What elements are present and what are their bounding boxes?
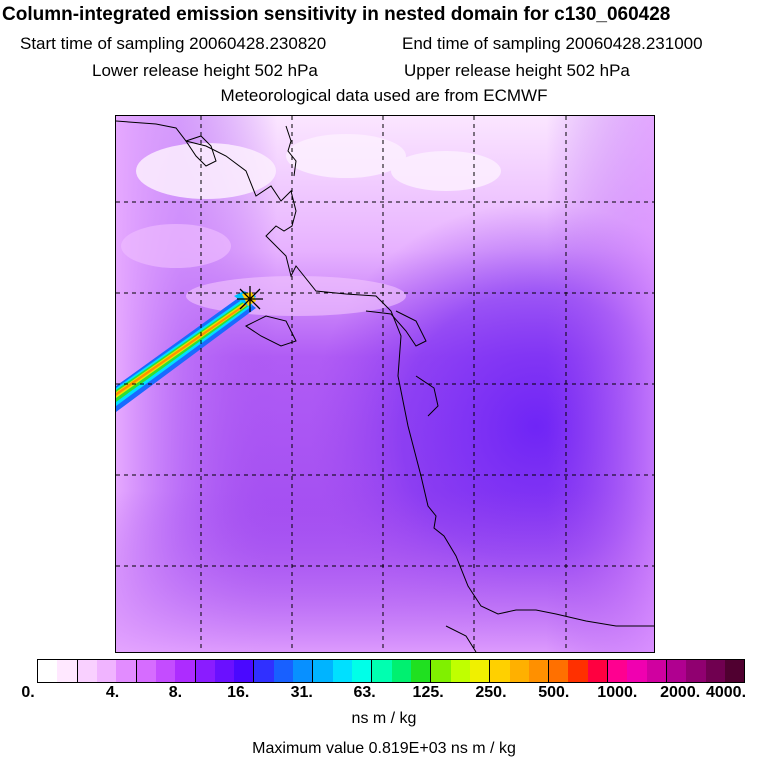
start-time-label: Start time of sampling 20060428.230820 bbox=[20, 34, 327, 53]
map-svg bbox=[116, 116, 654, 652]
colorbar-cell bbox=[469, 660, 491, 682]
sensitivity-map bbox=[115, 115, 655, 653]
colorbar-cell bbox=[254, 660, 274, 682]
upper-release-label: Upper release height 502 hPa bbox=[404, 61, 630, 80]
colorbar-tick-label: 2000. bbox=[660, 684, 701, 701]
colorbar-cell bbox=[195, 660, 215, 682]
colorbar-tick-label: 63. bbox=[353, 684, 376, 701]
colorbar-cell bbox=[431, 660, 451, 682]
colorbar-cell bbox=[116, 660, 137, 682]
colorbar-cell bbox=[77, 660, 97, 682]
colorbar-cell bbox=[273, 660, 294, 682]
colorbar-cell bbox=[667, 660, 687, 682]
colorbar-cell bbox=[528, 660, 550, 682]
colorbar-cell bbox=[96, 660, 117, 682]
colorbar-cell bbox=[568, 660, 588, 682]
colorbar-cell bbox=[136, 660, 156, 682]
colorbar-tick-label: 4. bbox=[105, 684, 120, 701]
colorbar-cell bbox=[372, 660, 392, 682]
colorbar-tick-label: 125. bbox=[412, 684, 444, 701]
colorbar-cell bbox=[155, 660, 176, 682]
colorbar-cell bbox=[234, 660, 255, 682]
colorbar-tick-label: 31. bbox=[290, 684, 313, 701]
colorbar-units: ns m / kg bbox=[351, 710, 417, 727]
colorbar-tick-label: 4000. bbox=[705, 684, 747, 701]
colorbar-cell bbox=[332, 660, 352, 682]
colorbar bbox=[37, 659, 745, 683]
colorbar-cell bbox=[410, 660, 432, 682]
colorbar-cell bbox=[313, 660, 333, 682]
end-time-label: End time of sampling 20060428.231000 bbox=[402, 34, 703, 53]
colorbar-cell bbox=[490, 660, 510, 682]
colorbar-tick-labels: 0. 4. 8. 16. 31. 63. 125. 250. 500. 1000. 2000. 400… bbox=[0, 684, 768, 704]
lat-lon-grid bbox=[116, 116, 654, 652]
colorbar-cell bbox=[509, 660, 529, 682]
colorbar-tick-label: 8. bbox=[168, 684, 183, 701]
colorbar-cell bbox=[450, 660, 470, 682]
colorbar-tick-label: 500. bbox=[538, 684, 570, 701]
colorbar-cell bbox=[352, 660, 373, 682]
release-point-marker bbox=[237, 286, 263, 312]
colorbar-cell bbox=[549, 660, 569, 682]
colorbar-tick-label: 0. bbox=[21, 684, 35, 701]
colorbar-cell bbox=[724, 660, 745, 682]
colorbar-cell bbox=[587, 660, 609, 682]
colorbar-tick-label: 16. bbox=[227, 684, 250, 701]
colorbar-cell bbox=[646, 660, 667, 682]
colorbar-cell bbox=[293, 660, 314, 682]
colorbar-tick-label: 1000. bbox=[597, 684, 638, 701]
colorbar-cell bbox=[391, 660, 411, 682]
colorbar-cell bbox=[608, 660, 628, 682]
colorbar-cell bbox=[214, 660, 235, 682]
colorbar-cell bbox=[705, 660, 725, 682]
plot-title: Column-integrated emission sensitivity i… bbox=[2, 4, 671, 25]
colorbar-cell bbox=[627, 660, 647, 682]
colorbar-tick-label: 250. bbox=[475, 684, 507, 701]
colorbar-cell bbox=[57, 660, 78, 682]
met-data-label: Meteorological data used are from ECMWF bbox=[220, 86, 548, 105]
plume bbox=[116, 291, 256, 412]
colorbar-cell bbox=[175, 660, 196, 682]
coastline bbox=[116, 120, 654, 652]
colorbar-cell bbox=[38, 660, 58, 682]
lower-release-label: Lower release height 502 hPa bbox=[92, 61, 318, 80]
maximum-value-label: Maximum value 0.819E+03 ns m / kg bbox=[252, 740, 516, 757]
colorbar-cell bbox=[686, 660, 706, 682]
